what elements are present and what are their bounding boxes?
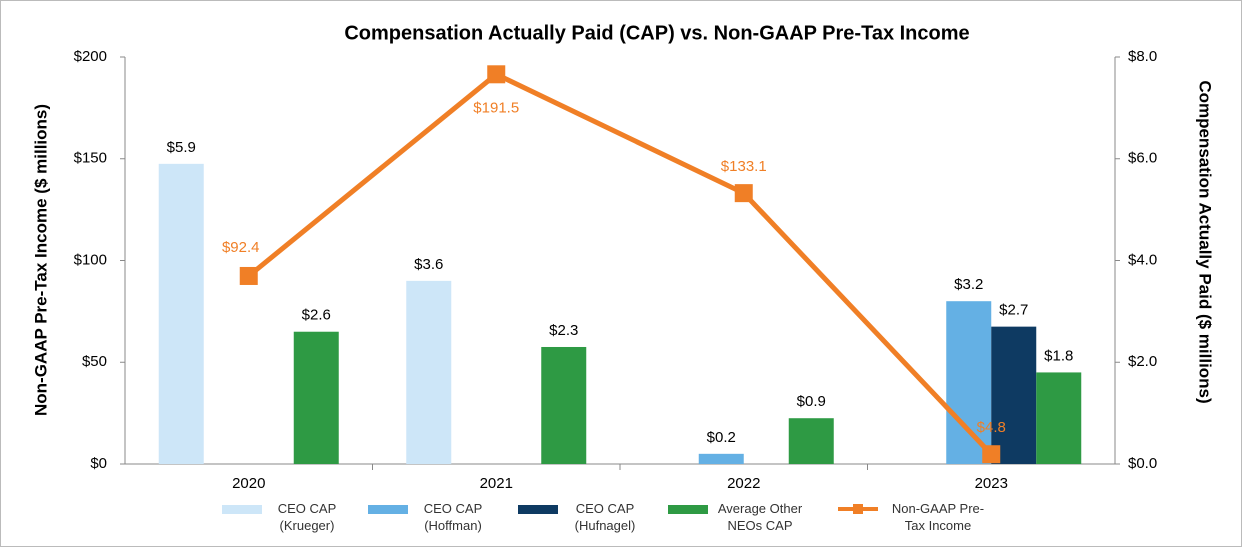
y2-tick-label: $8.0 (1128, 48, 1157, 65)
legend-label: CEO CAP (Hufnagel) (574, 501, 636, 533)
line-marker (487, 65, 506, 84)
bar (991, 326, 1037, 464)
data-label: $3.6 (414, 256, 443, 273)
x-tick-label: 2023 (975, 475, 1008, 492)
x-tick-label: 2021 (480, 475, 513, 492)
data-label: $133.1 (721, 158, 767, 175)
legend-swatch (222, 505, 262, 514)
bar (293, 331, 339, 464)
y2-tick-label: $6.0 (1128, 150, 1157, 167)
bar (946, 301, 992, 464)
y-axis-title: Non-GAAP Pre-Tax Income ($ millions) (31, 104, 50, 416)
bar (406, 280, 452, 464)
legend-item: CEO CAP (Hoffman) (368, 500, 492, 534)
data-label: $4.8 (977, 419, 1006, 436)
data-label: $3.2 (954, 276, 983, 293)
chart-title: Compensation Actually Paid (CAP) vs. Non… (344, 22, 969, 44)
x-tick-label: 2022 (727, 475, 760, 492)
legend-swatch (838, 500, 878, 518)
data-label: $2.3 (549, 322, 578, 339)
bar (788, 418, 834, 464)
data-label: $5.9 (167, 139, 196, 156)
line-marker (734, 184, 753, 203)
legend-item: CEO CAP (Hufnagel) (518, 500, 646, 534)
bar (541, 346, 587, 464)
legend-label: CEO CAP (Hoffman) (423, 501, 483, 533)
y2-tick-label: $0.0 (1128, 455, 1157, 472)
data-label: $92.4 (222, 239, 260, 256)
line-marker (982, 445, 1001, 464)
legend-item: Average Other NEOs CAP (668, 500, 806, 534)
legend-label: Average Other NEOs CAP (717, 501, 803, 533)
y-tick-label: $150 (74, 150, 107, 167)
bar (1036, 372, 1082, 464)
chart: Compensation Actually Paid (CAP) vs. Non… (31, 22, 1215, 492)
data-label: $2.7 (999, 302, 1028, 319)
y-tick-label: $0 (90, 455, 107, 472)
line (247, 71, 994, 456)
legend-swatch (518, 505, 558, 514)
legend-marker (853, 504, 863, 514)
data-label: $2.6 (302, 307, 331, 324)
line-marker (239, 266, 258, 285)
legend-item: CEO CAP (Krueger) (222, 500, 346, 534)
data-label: $191.5 (473, 99, 519, 116)
y2-tick-label: $2.0 (1128, 353, 1157, 370)
y-tick-label: $200 (74, 48, 107, 65)
bar (698, 453, 744, 464)
legend-label: CEO CAP (Krueger) (277, 501, 337, 533)
data-label: $0.9 (797, 393, 826, 410)
legend-item: Non-GAAP Pre-Tax Income (838, 500, 992, 534)
legend: CEO CAP (Krueger) CEO CAP (Hoffman) CEO CA… (0, 500, 1242, 545)
legend-swatch (368, 505, 408, 514)
y-tick-label: $100 (74, 251, 107, 268)
x-tick-label: 2020 (232, 475, 265, 492)
bar (158, 163, 204, 464)
data-label: $1.8 (1044, 347, 1073, 364)
data-label: $0.2 (707, 429, 736, 446)
legend-swatch (668, 505, 708, 514)
y-tick-label: $50 (82, 353, 107, 370)
y2-axis-title: Compensation Actually Paid ($ millions) (1196, 80, 1215, 403)
legend-label: Non-GAAP Pre-Tax Income (891, 501, 985, 533)
y2-tick-label: $4.0 (1128, 251, 1157, 268)
